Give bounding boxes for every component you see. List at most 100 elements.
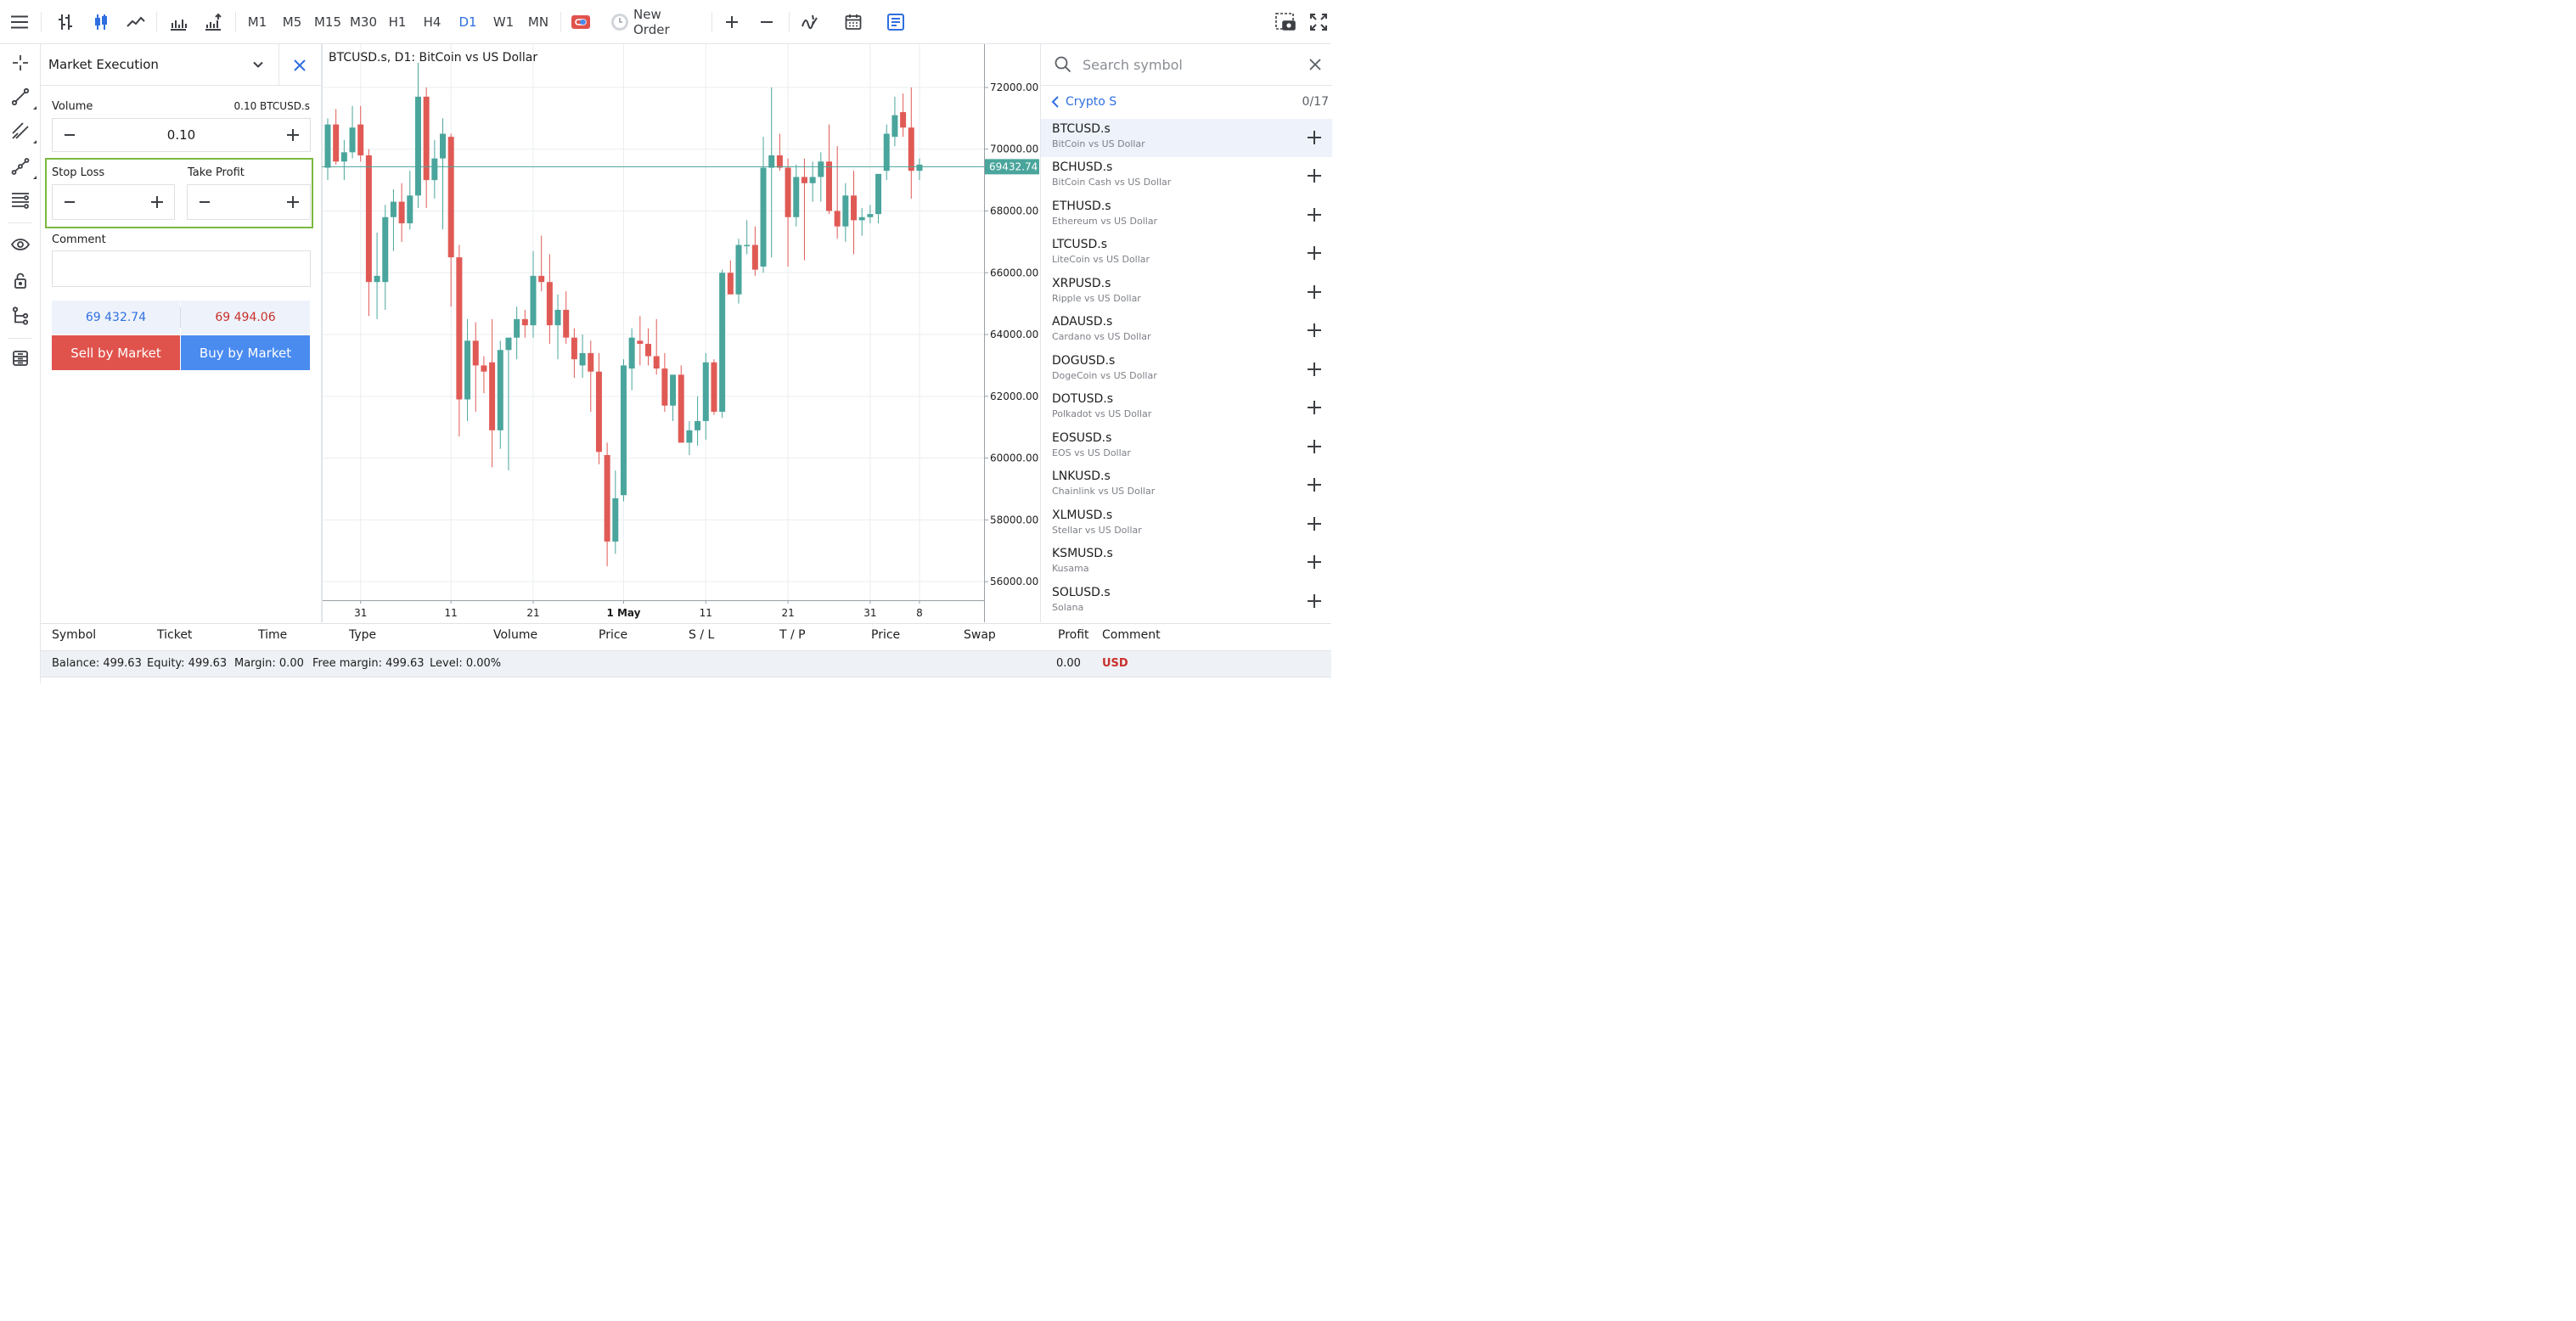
- take-profit-decrease-button[interactable]: [188, 186, 222, 218]
- chevron-left-icon[interactable]: [1051, 96, 1060, 108]
- sell-by-market-button[interactable]: Sell by Market: [52, 335, 180, 370]
- line-chart-icon[interactable]: [121, 0, 150, 43]
- execution-mode-select[interactable]: Market Execution: [48, 57, 159, 72]
- x-tick-label: 11: [700, 607, 712, 619]
- symbol-row-dotusd[interactable]: DOTUSD.s Polkadot vs US Dollar: [1041, 389, 1332, 427]
- close-icon[interactable]: [290, 56, 309, 75]
- add-symbol-icon[interactable]: [1302, 395, 1327, 420]
- volume-input[interactable]: 0.10: [166, 127, 196, 143]
- add-symbol-icon[interactable]: [1302, 357, 1327, 382]
- journal-icon[interactable]: [883, 0, 908, 43]
- add-symbol-icon[interactable]: [1302, 434, 1327, 459]
- column-header-swap[interactable]: Swap: [964, 628, 996, 642]
- object-tree-icon[interactable]: [0, 301, 40, 331]
- stop-loss-input[interactable]: [87, 185, 140, 219]
- column-header-tp[interactable]: T / P: [779, 628, 806, 642]
- symbol-row-btcusd[interactable]: BTCUSD.s BitCoin vs US Dollar: [1041, 119, 1332, 157]
- clear-search-icon[interactable]: [1309, 59, 1321, 70]
- candle-body: [793, 177, 800, 217]
- add-symbol-icon[interactable]: [1302, 588, 1327, 614]
- add-symbol-icon[interactable]: [1302, 279, 1327, 305]
- one-click-trading-icon[interactable]: [569, 0, 593, 43]
- timeframe-h1[interactable]: H1: [388, 14, 407, 30]
- polyline-icon[interactable]: [0, 151, 40, 182]
- add-symbol-icon[interactable]: [1302, 202, 1327, 228]
- stop-loss-decrease-button[interactable]: [53, 186, 87, 218]
- symbol-row-ksmusd[interactable]: KSMUSD.s Kusama: [1041, 543, 1332, 582]
- take-profit-increase-button[interactable]: [276, 186, 310, 218]
- symbol-row-ltcusd[interactable]: LTCUSD.s LiteCoin vs US Dollar: [1041, 234, 1332, 273]
- column-header-comment[interactable]: Comment: [1102, 628, 1161, 642]
- new-order-button[interactable]: New Order: [633, 6, 670, 37]
- column-header-price[interactable]: Price: [599, 628, 628, 642]
- add-symbol-icon[interactable]: [1302, 549, 1327, 575]
- lock-icon[interactable]: [0, 265, 40, 295]
- zoom-in-icon[interactable]: [721, 0, 743, 43]
- stop-loss-increase-button[interactable]: [140, 186, 174, 218]
- add-symbol-icon[interactable]: [1302, 472, 1327, 497]
- add-symbol-icon[interactable]: [1302, 163, 1327, 188]
- indicators-icon[interactable]: [797, 0, 823, 43]
- symbol-row-xrpusd[interactable]: XRPUSD.s Ripple vs US Dollar: [1041, 273, 1332, 312]
- symbol-row-bchusd[interactable]: BCHUSD.s BitCoin Cash vs US Dollar: [1041, 157, 1332, 195]
- symbol-name: SOLUSD.s: [1052, 586, 1111, 599]
- add-symbol-icon[interactable]: [1302, 318, 1327, 343]
- symbol-search-input[interactable]: Search symbol: [1083, 57, 1183, 73]
- symbol-group-link[interactable]: Crypto S: [1066, 95, 1117, 109]
- zoom-out-icon[interactable]: [756, 0, 778, 43]
- column-header-current-price[interactable]: Price: [871, 628, 901, 642]
- candle: [349, 105, 356, 159]
- candlestick-chart[interactable]: 56000.00 58000.00 60000.00 62000.00 64000.00…: [322, 44, 1039, 622]
- channel-icon[interactable]: [0, 115, 40, 146]
- screenshot-icon[interactable]: [1271, 0, 1300, 43]
- bar-chart-icon[interactable]: [51, 0, 80, 43]
- symbol-row-lnkusd[interactable]: LNKUSD.s Chainlink vs US Dollar: [1041, 466, 1332, 504]
- symbol-row-dogusd[interactable]: DOGUSD.s DogeCoin vs US Dollar: [1041, 351, 1332, 389]
- buy-by-market-button[interactable]: Buy by Market: [181, 335, 310, 370]
- add-symbol-icon[interactable]: [1302, 240, 1327, 266]
- add-symbol-icon[interactable]: [1302, 125, 1327, 150]
- timeframe-m5[interactable]: M5: [282, 14, 302, 30]
- volume-decrease-button[interactable]: [53, 119, 87, 151]
- column-header-ticket[interactable]: Ticket: [157, 628, 193, 642]
- symbol-description: BitCoin Cash vs US Dollar: [1052, 177, 1172, 188]
- comment-input[interactable]: [52, 250, 311, 287]
- column-header-profit[interactable]: Profit: [1058, 628, 1089, 642]
- fullscreen-icon[interactable]: [1306, 0, 1331, 43]
- column-header-volume[interactable]: Volume: [493, 628, 538, 642]
- symbol-row-eosusd[interactable]: EOSUSD.s EOS vs US Dollar: [1041, 428, 1332, 466]
- tick-volume-icon[interactable]: [199, 0, 228, 43]
- layers-icon[interactable]: [0, 343, 40, 374]
- volume-increase-button[interactable]: [276, 119, 310, 151]
- symbol-name: ADAUSD.s: [1052, 315, 1113, 329]
- symbol-row-adausd[interactable]: ADAUSD.s Cardano vs US Dollar: [1041, 312, 1332, 350]
- menu-icon[interactable]: [5, 0, 34, 43]
- symbol-row-ethusd[interactable]: ETHUSD.s Ethereum vs US Dollar: [1041, 196, 1332, 234]
- column-header-symbol[interactable]: Symbol: [52, 628, 97, 642]
- symbol-name: ETHUSD.s: [1052, 200, 1111, 213]
- take-profit-input[interactable]: [222, 185, 276, 219]
- chevron-down-icon[interactable]: [251, 58, 265, 71]
- candlestick-chart-icon[interactable]: [87, 0, 115, 43]
- price-chart[interactable]: 56000.00 58000.00 60000.00 62000.00 64000.00…: [322, 44, 1039, 622]
- y-tick-label: 66000.00: [990, 267, 1038, 278]
- timeframe-h4[interactable]: H4: [423, 14, 442, 30]
- volume-icon[interactable]: [164, 0, 193, 43]
- symbol-row-solusd[interactable]: SOLUSD.s Solana: [1041, 582, 1332, 621]
- timeframe-w1[interactable]: W1: [492, 14, 515, 30]
- timeframe-m1[interactable]: M1: [247, 14, 267, 30]
- column-header-sl[interactable]: S / L: [689, 628, 715, 642]
- timeframe-m30[interactable]: M30: [349, 14, 378, 30]
- timeframe-m15[interactable]: M15: [313, 14, 342, 30]
- calendar-icon[interactable]: [841, 0, 866, 43]
- trendline-icon[interactable]: [0, 82, 40, 112]
- column-header-type[interactable]: Type: [349, 628, 377, 642]
- crosshair-icon[interactable]: [0, 48, 40, 78]
- add-symbol-icon[interactable]: [1302, 511, 1327, 537]
- column-header-time[interactable]: Time: [258, 628, 288, 642]
- visibility-icon[interactable]: [0, 229, 40, 260]
- fibonacci-icon[interactable]: [0, 185, 40, 216]
- timeframe-d1[interactable]: D1: [458, 14, 477, 30]
- timeframe-mn[interactable]: MN: [527, 14, 549, 30]
- symbol-row-xlmusd[interactable]: XLMUSD.s Stellar vs US Dollar: [1041, 505, 1332, 543]
